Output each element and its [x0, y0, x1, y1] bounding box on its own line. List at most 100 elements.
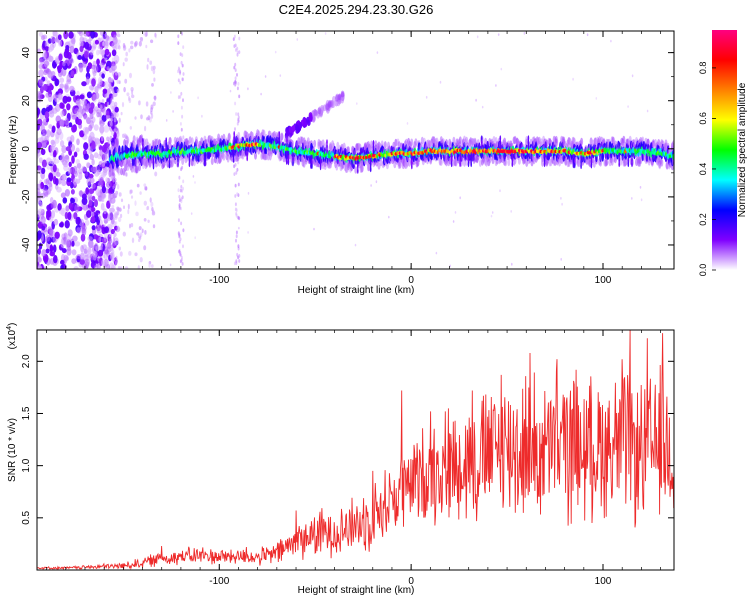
- spectrogram-cell: [109, 199, 112, 204]
- spectrogram-cell: [111, 105, 114, 111]
- spectrogram-cell: [354, 166, 358, 174]
- spectrogram-cell: [85, 187, 90, 195]
- spectrogram-cell: [425, 95, 428, 99]
- spectrogram-cell: [101, 259, 106, 267]
- spectrogram-cell: [130, 45, 134, 50]
- spectrogram-y-tick-label: -40: [21, 237, 32, 252]
- spectrogram-cell: [238, 50, 241, 54]
- spectrogram-cell: [101, 120, 104, 125]
- spectrogram-cell: [70, 37, 76, 45]
- spectrogram-cell: [118, 216, 122, 223]
- spectrogram-cell: [114, 221, 117, 226]
- spectrogram-cell: [182, 98, 184, 103]
- spectrogram-cell: [91, 78, 96, 87]
- spectrogram-cell: [78, 190, 83, 197]
- spectrogram-cell: [70, 189, 75, 195]
- spectrogram-cell: [340, 90, 345, 98]
- spectrogram-cell: [89, 120, 94, 129]
- spectrogram-cell: [83, 31, 89, 37]
- spectrogram-cell: [610, 39, 612, 43]
- spectrogram-cell: [60, 259, 65, 265]
- spectrogram-cell: [114, 106, 119, 113]
- spectrogram-cell: [481, 135, 483, 142]
- spectrogram-cell: [100, 123, 104, 127]
- spectrogram-cell: [210, 157, 214, 165]
- spectrogram-cell: [107, 214, 111, 220]
- spectrogram-cell: [73, 212, 78, 220]
- spectrogram-cell: [102, 167, 108, 174]
- spectrogram-cell: [70, 198, 75, 204]
- spectrogram-cell: [113, 183, 116, 189]
- spectrogram-cell: [113, 232, 117, 238]
- spectrogram-cell: [89, 154, 95, 160]
- spectrogram-cell: [72, 235, 78, 242]
- spectrogram-cell: [618, 161, 620, 168]
- spectrogram-cell: [511, 161, 514, 168]
- spectrogram-cell: [450, 161, 453, 168]
- spectrogram-cell: [285, 159, 288, 165]
- spectrogram-cell: [180, 127, 183, 132]
- snr-y-tick-label: 0.5: [21, 510, 32, 524]
- spectrogram-x-label: Height of straight line (km): [298, 285, 415, 296]
- spectrogram-cell: [69, 143, 76, 152]
- spectrogram-cell: [54, 158, 60, 164]
- spectrogram-cell: [237, 112, 240, 117]
- spectrogram-cell: [60, 175, 66, 181]
- spectrogram-cell: [467, 161, 470, 168]
- spectrogram-cell: [91, 207, 96, 212]
- spectrogram-cell: [43, 69, 48, 76]
- spectrogram-cell: [76, 227, 81, 234]
- spectrogram-cell: [439, 80, 442, 84]
- spectrogram-cell: [130, 87, 134, 92]
- spectrogram-cell: [168, 137, 172, 145]
- spectrogram-cell: [111, 94, 115, 101]
- spectrogram-cell: [113, 117, 117, 123]
- spectrogram-cell: [75, 216, 81, 225]
- spectrogram-cell: [52, 107, 58, 114]
- spectrogram-cell: [144, 125, 147, 132]
- spectrogram-cell: [177, 161, 179, 168]
- spectrogram-cell: [71, 114, 78, 120]
- spectrogram-cell: [104, 236, 107, 242]
- spectrogram-cell: [188, 161, 191, 168]
- spectrogram-cell: [117, 266, 121, 269]
- spectrogram-cell: [60, 140, 65, 148]
- spectrogram-cell: [97, 249, 104, 257]
- spectrogram-cell: [71, 240, 75, 247]
- spectrogram-cell: [125, 51, 128, 57]
- spectrogram-cell: [109, 233, 113, 238]
- spectrogram-cell: [60, 264, 64, 269]
- spectrogram-cell: [639, 185, 642, 189]
- spectrogram-cell: [40, 85, 44, 94]
- spectrogram-cell: [406, 122, 409, 125]
- spectrogram-y-label: Frequency (Hz): [8, 116, 19, 185]
- spectrogram-cell: [71, 125, 77, 133]
- spectrogram-cell: [178, 206, 181, 211]
- spectrogram-cell: [357, 168, 359, 174]
- spectrogram-cell: [78, 64, 84, 73]
- spectrogram-cell: [90, 216, 96, 223]
- spectrogram-cell: [38, 63, 44, 70]
- spectrogram-cell: [113, 34, 117, 40]
- spectrogram-cell: [106, 101, 110, 108]
- spectrogram-cell: [111, 258, 116, 262]
- spectrogram-cell: [116, 210, 120, 216]
- spectrogram-cell: [484, 137, 488, 146]
- spectrogram-cell: [43, 60, 50, 67]
- spectrogram-cell: [646, 109, 649, 113]
- spectrogram-cell: [560, 257, 562, 261]
- spectrogram-cell: [234, 127, 236, 131]
- spectrogram-cell: [117, 72, 122, 77]
- spectrogram-cell: [127, 203, 130, 210]
- spectrogram-cell: [41, 225, 46, 231]
- spectrogram-cell: [293, 156, 297, 164]
- spectrogram-cell: [264, 75, 267, 78]
- spectrogram-cell: [180, 258, 183, 262]
- spectrogram-cell: [104, 48, 110, 56]
- spectrogram-cell: [131, 94, 135, 99]
- spectrogram-cell: [182, 186, 184, 191]
- spectrogram-cell: [56, 128, 62, 136]
- spectrogram-cell: [91, 140, 96, 150]
- spectrogram-cell: [48, 46, 53, 53]
